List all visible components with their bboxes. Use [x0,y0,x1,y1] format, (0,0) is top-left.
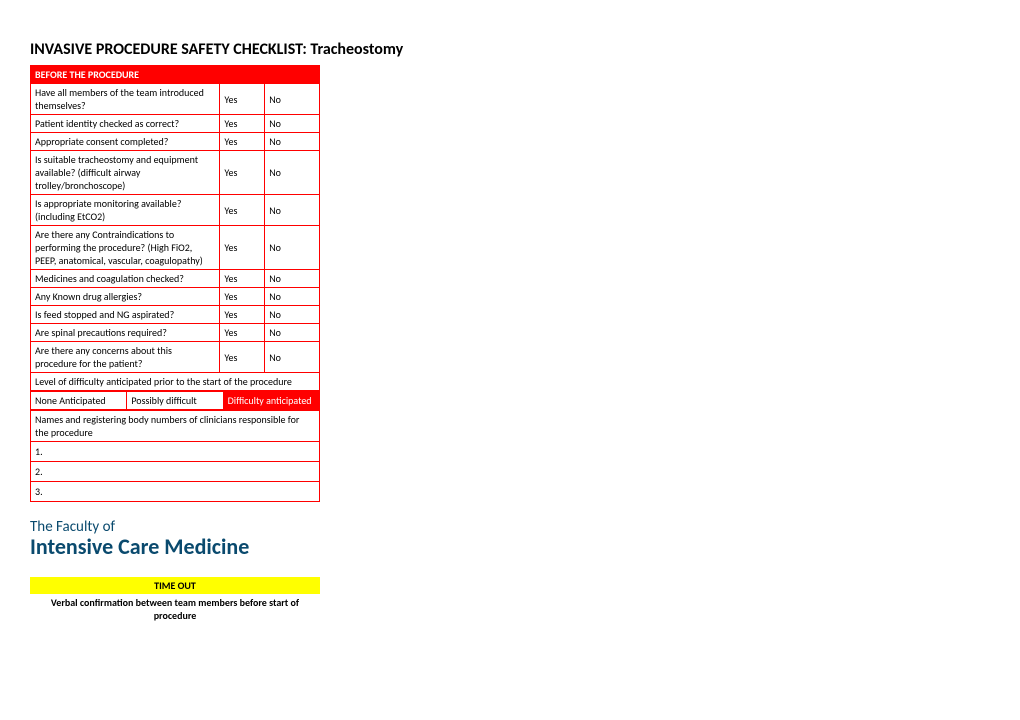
clinician-names-table: Names and registering body numbers of cl… [30,410,320,502]
question-text: Is feed stopped and NG aspirated? [31,306,220,324]
before-procedure-table: BEFORE THE PROCEDURE Have all members of… [30,65,320,391]
logo-line2: Intensive Care Medicine [30,535,990,559]
no-cell[interactable]: No [265,84,320,115]
timeout-sub: Verbal confirmation between team members… [30,594,320,624]
name-row-3[interactable]: 3. [31,482,320,502]
no-cell[interactable]: No [265,115,320,133]
question-text: Are spinal precautions required? [31,324,220,342]
names-label: Names and registering body numbers of cl… [31,411,320,442]
yes-cell[interactable]: Yes [220,342,265,373]
difficulty-label: Level of difficulty anticipated prior to… [31,373,320,391]
question-text: Medicines and coagulation checked? [31,270,220,288]
difficulty-possibly[interactable]: Possibly difficult [127,392,223,410]
yes-cell[interactable]: Yes [220,324,265,342]
yes-cell[interactable]: Yes [220,270,265,288]
yes-cell[interactable]: Yes [220,288,265,306]
no-cell[interactable]: No [265,288,320,306]
yes-cell[interactable]: Yes [220,133,265,151]
no-cell[interactable]: No [265,306,320,324]
no-cell[interactable]: No [265,342,320,373]
difficulty-anticipated[interactable]: Difficulty anticipated [223,392,319,410]
no-cell[interactable]: No [265,195,320,226]
yes-cell[interactable]: Yes [220,84,265,115]
page-title: INVASIVE PROCEDURE SAFETY CHECKLIST: Tra… [30,40,990,59]
yes-cell[interactable]: Yes [220,151,265,195]
question-text: Is appropriate monitoring available? (in… [31,195,220,226]
difficulty-none[interactable]: None Anticipated [31,392,127,410]
question-text: Have all members of the team introduced … [31,84,220,115]
question-text: Are there any Contraindications to perfo… [31,226,220,270]
no-cell[interactable]: No [265,324,320,342]
timeout-table: TIME OUT Verbal confirmation between tea… [30,577,320,624]
yes-cell[interactable]: Yes [220,115,265,133]
no-cell[interactable]: No [265,226,320,270]
no-cell[interactable]: No [265,133,320,151]
name-row-1[interactable]: 1. [31,442,320,462]
name-row-2[interactable]: 2. [31,462,320,482]
yes-cell[interactable]: Yes [220,195,265,226]
question-text: Is suitable tracheostomy and equipment a… [31,151,220,195]
question-text: Appropriate consent completed? [31,133,220,151]
no-cell[interactable]: No [265,270,320,288]
question-text: Patient identity checked as correct? [31,115,220,133]
no-cell[interactable]: No [265,151,320,195]
question-text: Are there any concerns about this proced… [31,342,220,373]
logo: The Faculty of Intensive Care Medicine [30,520,990,559]
yes-cell[interactable]: Yes [220,306,265,324]
difficulty-options: None Anticipated Possibly difficult Diff… [30,391,320,410]
question-text: Any Known drug allergies? [31,288,220,306]
timeout-header: TIME OUT [30,577,320,594]
yes-cell[interactable]: Yes [220,226,265,270]
section-header-before: BEFORE THE PROCEDURE [31,66,320,84]
